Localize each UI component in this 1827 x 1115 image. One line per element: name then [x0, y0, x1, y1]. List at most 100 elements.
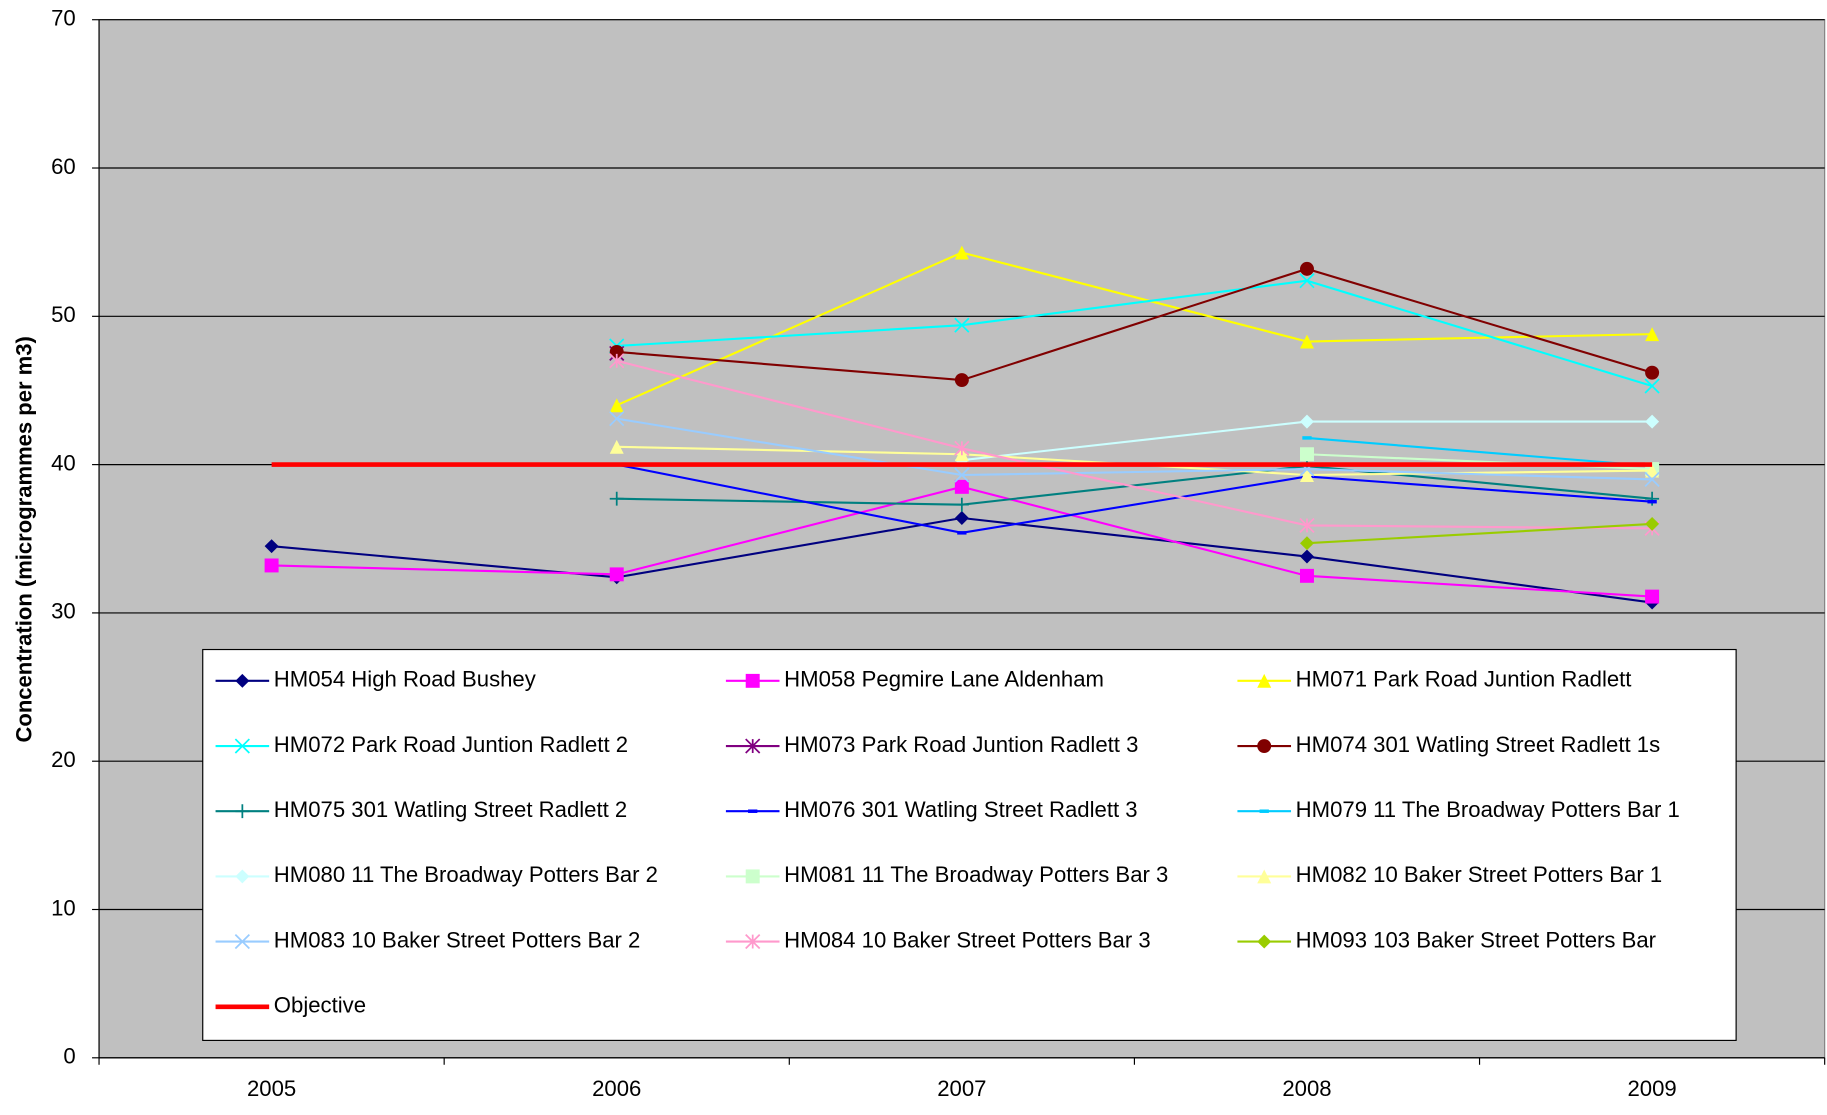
marker [745, 934, 761, 950]
marker-shape [954, 511, 969, 525]
marker [1299, 568, 1314, 583]
y-tick-label: 70 [51, 6, 76, 31]
marker-shape [954, 440, 970, 456]
marker [1647, 499, 1657, 504]
marker-shape [1645, 327, 1660, 342]
x-tick-label: 2005 [247, 1076, 296, 1101]
legend-label: HM080 11 The Broadway Potters Bar 2 [274, 862, 658, 887]
marker [1644, 378, 1660, 394]
marker-shape [234, 738, 250, 754]
marker [957, 531, 967, 535]
legend-label: HM084 10 Baker Street Potters Bar 3 [784, 927, 1151, 952]
marker-shape [609, 567, 624, 582]
series-line [616, 417, 1653, 481]
marker-shape [609, 353, 625, 369]
y-tick-label: 40 [51, 450, 76, 475]
marker-shape [954, 245, 969, 260]
marker-shape [1299, 261, 1314, 276]
marker-shape [1645, 589, 1660, 604]
marker-shape [1299, 468, 1314, 482]
series-line [616, 465, 1653, 506]
series-line [616, 279, 1653, 388]
marker [954, 467, 970, 483]
marker [1299, 273, 1315, 289]
legend-label: HM081 11 The Broadway Potters Bar 3 [784, 862, 1168, 887]
marker [609, 439, 624, 454]
marker [1259, 809, 1269, 813]
series-line [616, 359, 1653, 530]
marker-shape [264, 558, 279, 573]
series-line [616, 251, 1653, 407]
legend-box [202, 648, 1737, 1041]
marker-shape [954, 497, 969, 512]
marker [609, 344, 624, 359]
marker [954, 245, 969, 260]
y-tick-label: 60 [51, 154, 76, 179]
legend-label: HM054 High Road Bushey [274, 667, 536, 692]
marker-shape [954, 479, 969, 494]
marker-shape [745, 934, 761, 950]
marker [745, 673, 760, 688]
marker [954, 440, 970, 456]
marker-shape [234, 934, 250, 950]
x-tick-label: 2006 [592, 1076, 641, 1101]
marker [264, 558, 279, 573]
legend-label: HM093 103 Baker Street Potters Bar [1296, 927, 1656, 952]
legend-label: HM058 Pegmire Lane Aldenham [784, 667, 1104, 692]
marker-shape [745, 869, 760, 884]
marker-shape [609, 344, 624, 359]
legend-label: Objective [274, 993, 366, 1018]
marker [1257, 934, 1272, 949]
marker-shape [1257, 869, 1272, 884]
y-tick-label: 10 [51, 895, 76, 920]
marker [609, 567, 624, 582]
marker [1299, 517, 1315, 533]
marker [1299, 468, 1314, 482]
y-tick-label: 0 [63, 1044, 75, 1069]
legend-label: HM073 Park Road Juntion Radlett 3 [784, 732, 1138, 757]
marker [234, 934, 250, 950]
marker [609, 491, 624, 506]
marker [1257, 869, 1272, 884]
marker [609, 411, 625, 427]
legend-label: HM072 Park Road Juntion Radlett 2 [274, 732, 628, 757]
marker-shape [1299, 334, 1314, 349]
marker [235, 804, 250, 819]
legend-label: HM074 301 Watling Street Radlett 1s [1296, 732, 1660, 757]
marker [1299, 261, 1314, 276]
marker-shape [1302, 436, 1312, 440]
marker-shape [1259, 809, 1269, 813]
marker [609, 398, 624, 413]
series-line [1306, 522, 1653, 545]
marker-shape [1299, 568, 1314, 583]
series-line [616, 267, 1653, 382]
series-line [1306, 436, 1653, 468]
marker-shape [1645, 463, 1660, 478]
marker [1299, 447, 1314, 462]
marker-shape [1647, 499, 1657, 504]
marker [234, 738, 250, 754]
x-tick-label: 2009 [1627, 1076, 1676, 1101]
marker [1299, 334, 1314, 349]
marker-shape [235, 804, 250, 819]
marker [954, 317, 970, 333]
marker [954, 479, 969, 494]
marker-shape [609, 398, 624, 413]
series-line [616, 463, 1653, 534]
legend-label: HM082 10 Baker Street Potters Bar 1 [1296, 862, 1663, 887]
marker [1645, 327, 1660, 342]
marker-shape [609, 439, 624, 454]
marker-shape [1299, 273, 1315, 289]
x-tick-label: 2008 [1282, 1076, 1331, 1101]
marker-shape [1257, 934, 1272, 949]
y-tick-label: 30 [51, 599, 76, 624]
marker [745, 738, 761, 754]
legend-label: HM083 10 Baker Street Potters Bar 2 [274, 927, 641, 952]
marker-shape [1299, 447, 1314, 462]
marker [954, 373, 969, 388]
marker [1257, 673, 1272, 688]
legend-label: HM071 Park Road Juntion Radlett [1296, 667, 1632, 692]
marker-shape [954, 317, 970, 333]
legend-label: HM079 11 The Broadway Potters Bar 1 [1296, 797, 1680, 822]
marker-shape [954, 373, 969, 388]
